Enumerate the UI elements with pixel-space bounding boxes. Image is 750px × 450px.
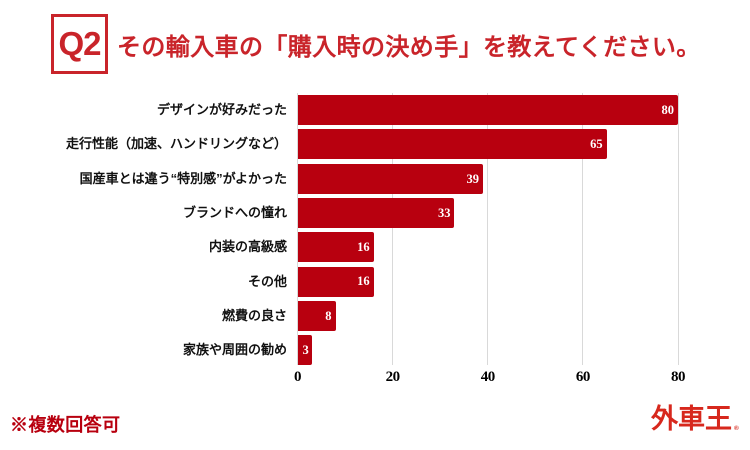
category-label: 国産車とは違う“特別感”がよかった bbox=[79, 170, 287, 186]
bar: 65 bbox=[297, 129, 607, 160]
category-label: 家族や周囲の勧め bbox=[182, 342, 287, 358]
gridline bbox=[582, 93, 584, 365]
bar-row: 国産車とは違う“特別感”がよかった 39 bbox=[0, 163, 750, 194]
footnote: ※複数回答可 bbox=[10, 415, 121, 435]
value-label: 39 bbox=[466, 171, 479, 186]
bar: 3 bbox=[297, 335, 312, 366]
bar: 39 bbox=[297, 163, 483, 194]
bar-row: ブランドへの憧れ 33 bbox=[0, 198, 750, 229]
brand-logo-text: 外車王 bbox=[651, 404, 732, 434]
category-label: ブランドへの憧れ bbox=[182, 205, 287, 221]
question-number-label: Q2 bbox=[58, 25, 101, 62]
x-tick-label: 60 bbox=[575, 369, 591, 385]
bar-row: その他 16 bbox=[0, 266, 750, 297]
question-number-badge: Q2 bbox=[51, 14, 108, 74]
x-tick-label: 20 bbox=[385, 369, 401, 385]
bar: 33 bbox=[297, 198, 455, 229]
x-tick-label: 40 bbox=[480, 369, 496, 385]
bar-row: 家族や周囲の勧め 3 bbox=[0, 335, 750, 366]
registered-trademark-icon: ® bbox=[734, 425, 739, 432]
value-label: 65 bbox=[590, 137, 603, 152]
bar: 16 bbox=[297, 232, 374, 263]
x-tick-label: 80 bbox=[671, 369, 686, 385]
value-label: 16 bbox=[357, 274, 370, 289]
chart-title: その輸入車の「購入時の決め手」を教えてください。 bbox=[117, 33, 701, 61]
value-label: 33 bbox=[437, 205, 451, 220]
category-label: 内装の高級感 bbox=[208, 239, 287, 255]
category-label: 燃費の良さ bbox=[221, 307, 287, 323]
gridline bbox=[677, 93, 679, 365]
category-label: デザインが好みだった bbox=[156, 102, 287, 118]
category-label: 走行性能（加速、ハンドリングなど） bbox=[65, 136, 287, 152]
bar-row: 燃費の良さ 8 bbox=[0, 300, 750, 331]
category-label: その他 bbox=[247, 273, 287, 289]
value-label: 16 bbox=[357, 240, 370, 255]
x-tick-label: 0 bbox=[294, 369, 302, 385]
bar-row: 走行性能（加速、ハンドリングなど） 65 bbox=[0, 129, 750, 160]
bar: 16 bbox=[297, 266, 374, 297]
gridline bbox=[487, 93, 489, 365]
value-label: 8 bbox=[325, 308, 332, 323]
bar-row: 内装の高級感 16 bbox=[0, 232, 750, 263]
bar: 80 bbox=[297, 95, 678, 126]
bar: 8 bbox=[297, 300, 336, 331]
gridline bbox=[297, 93, 298, 365]
value-label: 80 bbox=[661, 102, 675, 117]
brand-logo: 外車王 ® bbox=[651, 404, 739, 435]
value-label: 3 bbox=[302, 343, 309, 357]
bar-row: デザインが好みだった 80 bbox=[0, 95, 750, 126]
gridline bbox=[392, 93, 394, 365]
